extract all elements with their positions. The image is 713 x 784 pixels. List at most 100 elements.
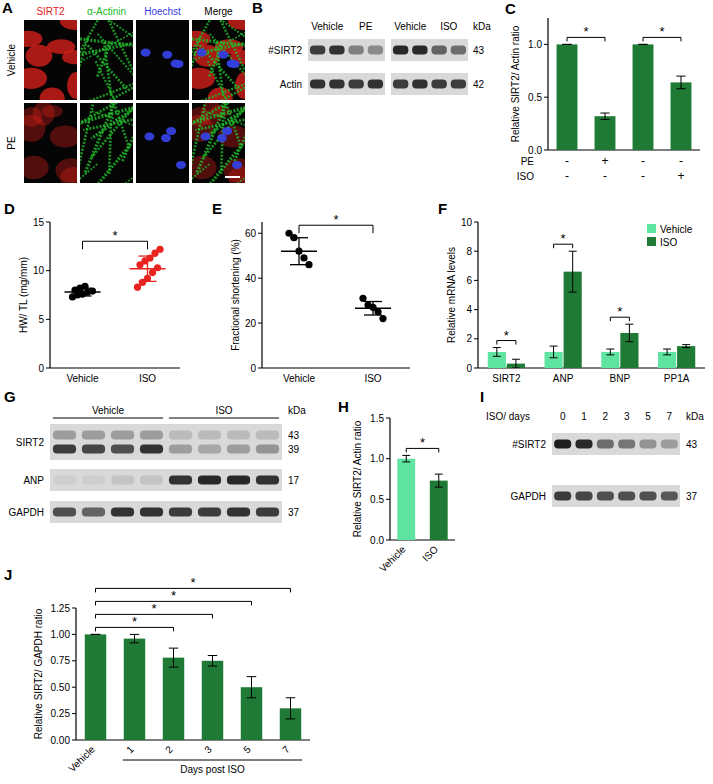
sirt2-signal: [228, 20, 245, 30]
x-tick-label: Vehicle: [283, 373, 316, 384]
y-tick: [46, 222, 50, 223]
panel-letter: J: [4, 566, 12, 583]
significance-label: *: [333, 212, 338, 227]
sd-cap: [364, 301, 382, 302]
error-stem: [406, 455, 407, 462]
bar: [677, 346, 695, 368]
condition-value: -: [565, 169, 569, 183]
y-tick-label: 40: [245, 273, 257, 284]
band: [348, 80, 363, 89]
error-stem: [212, 656, 213, 667]
sirt2-signal: [50, 125, 77, 147]
error-bar: [435, 474, 443, 487]
y-tick: [474, 338, 478, 339]
band: [329, 80, 344, 89]
row-label: Actin: [280, 79, 302, 90]
nucleus: [222, 127, 232, 135]
background: [0, 0, 713, 784]
y-tick-label: 0.75: [51, 655, 71, 666]
y-tick-label: 0.25: [51, 708, 71, 719]
condition-value: +: [677, 169, 684, 183]
kda-label: 43: [288, 430, 300, 441]
row-label: PE: [6, 136, 17, 150]
y-axis: [389, 418, 390, 540]
nucleus: [232, 161, 242, 169]
y-axis-label: Relative SIRT2/ GAPDH ratio: [33, 608, 44, 739]
y-tick: [474, 368, 478, 369]
significance-label: *: [420, 435, 425, 450]
y-tick-label: 1.0: [528, 39, 542, 50]
bar: [633, 44, 654, 150]
condition-value: -: [565, 154, 569, 168]
legend-swatch: [647, 237, 656, 246]
significance-label: *: [659, 24, 664, 39]
y-tick-label: 0.50: [51, 682, 71, 693]
band: [140, 508, 163, 517]
nucleus: [197, 49, 207, 57]
sd-cap: [290, 237, 308, 238]
panel-letter: E: [212, 200, 222, 217]
panel-letter: A: [2, 0, 13, 16]
band: [256, 431, 279, 440]
x-tick-label: ISO: [420, 543, 440, 563]
y-axis: [477, 222, 478, 368]
row-label: GAPDH: [510, 491, 546, 502]
kda-label: 39: [288, 444, 300, 455]
fiber: [209, 144, 243, 183]
error-stem: [629, 324, 630, 342]
panel-letter: I: [480, 388, 484, 405]
group-label: ISO: [215, 405, 232, 416]
sirt2-signal: [60, 167, 77, 183]
error-cap: [169, 667, 178, 668]
error-cap: [550, 346, 558, 347]
condition-name: PE: [521, 156, 535, 167]
y-axis-label: Relative SIRT2/ Actin ratio: [352, 420, 363, 537]
y-tick: [474, 309, 478, 310]
bar: [124, 639, 145, 740]
significance-label: *: [171, 588, 176, 603]
significance-label: *: [190, 575, 195, 590]
error-cap: [512, 368, 520, 369]
error-cap: [247, 697, 256, 698]
error-bar: [493, 348, 501, 357]
x-tick-label: BNP: [610, 373, 631, 384]
band: [597, 492, 614, 501]
y-tick-label: 1.00: [51, 629, 71, 640]
point: [300, 254, 307, 261]
micrograph: [192, 20, 245, 100]
kda-header: kDa: [473, 21, 491, 32]
y-tick: [72, 660, 76, 661]
error-cap: [435, 487, 443, 488]
group-label: PE: [359, 21, 373, 32]
sirt2-signal: [24, 68, 47, 89]
legend-label: ISO: [660, 237, 677, 248]
sirt2-signal: [67, 72, 77, 99]
band: [111, 508, 134, 517]
band: [412, 46, 427, 55]
y-tick: [544, 44, 548, 45]
panel-letter: H: [338, 398, 349, 415]
band: [661, 492, 678, 501]
group-label: Vehicle: [394, 21, 427, 32]
y-tick: [72, 687, 76, 688]
fiber: [97, 144, 131, 183]
band: [198, 431, 221, 440]
error-bar: [247, 677, 256, 698]
y-tick: [258, 278, 262, 279]
error-bar: [169, 648, 178, 667]
y-axis: [547, 18, 548, 150]
y-tick-label: 5: [38, 314, 44, 325]
plot-area: [557, 44, 692, 150]
kda-label: 37: [288, 507, 300, 518]
error-cap: [493, 356, 501, 357]
panel-letter: D: [4, 200, 15, 217]
fiber: [234, 127, 245, 161]
lane-label: 5: [645, 411, 651, 422]
y-tick: [72, 634, 76, 635]
micrograph: [80, 20, 133, 100]
x-tick-label: PP1A: [664, 373, 690, 384]
plot-area: [85, 634, 301, 740]
nucleus: [230, 60, 240, 68]
point: [156, 246, 163, 253]
error-cap: [247, 676, 256, 677]
